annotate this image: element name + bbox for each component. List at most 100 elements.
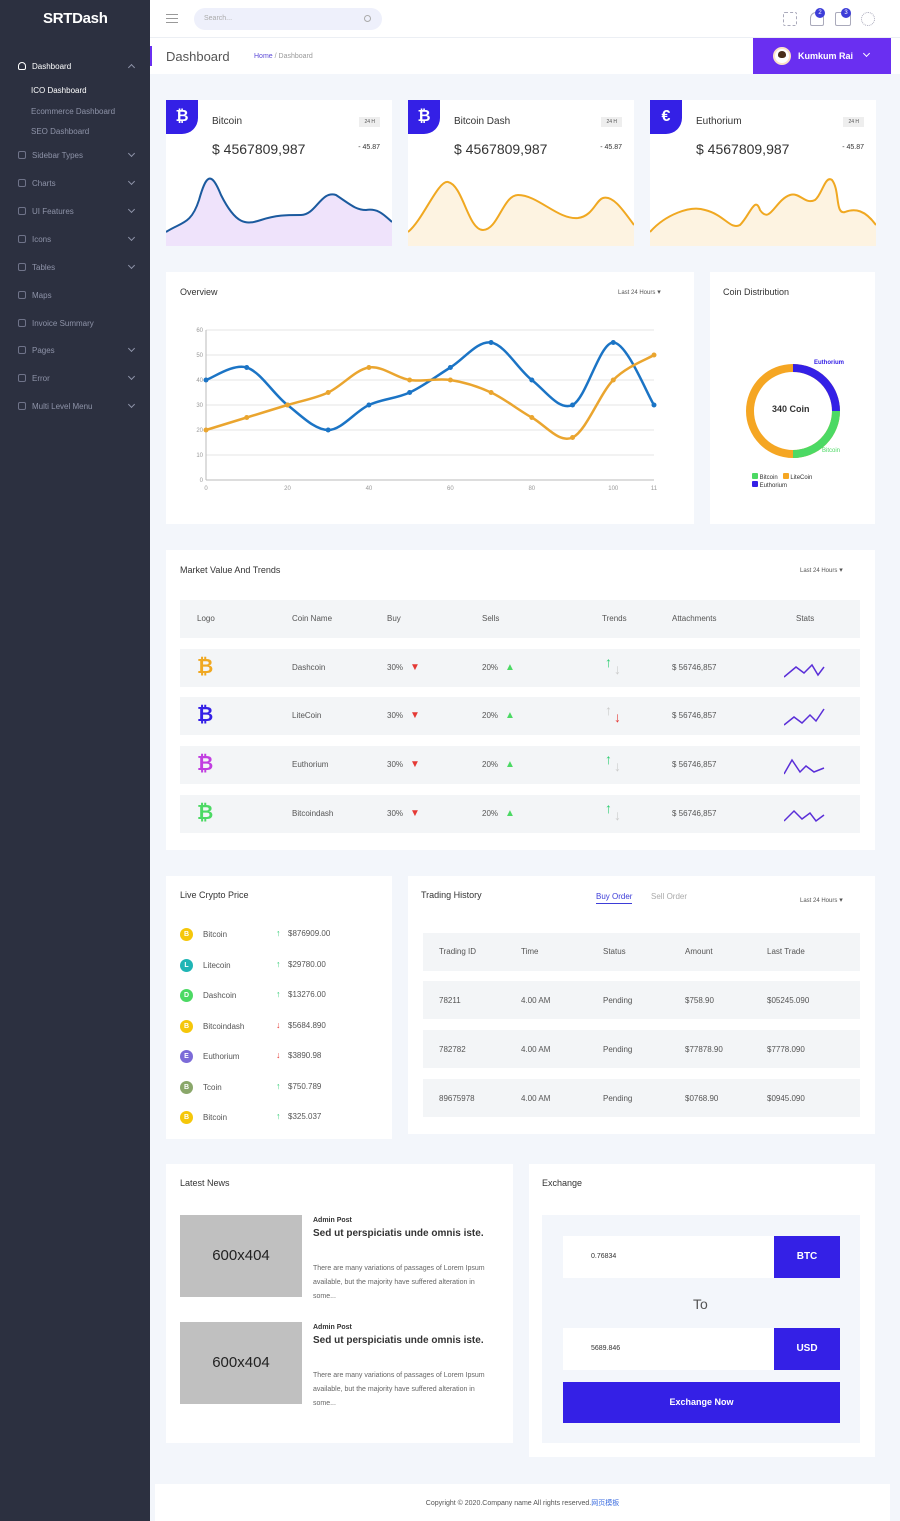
coin-name: Euthorium [203, 1052, 240, 1061]
table-row[interactable]: 78211 4.00 AM Pending $758.90 $05245.090 [423, 981, 860, 1019]
live-price-item[interactable]: D Dashcoin ↑ $13276.00 [166, 989, 392, 1009]
up-triangle-icon: ▲ [505, 808, 515, 819]
market-period-select[interactable]: Last 24 Hours [800, 566, 843, 574]
search-icon[interactable] [364, 15, 371, 22]
coin-name: Bitcoin Dash [454, 116, 511, 127]
live-price-item[interactable]: B Bitcoindash ↓ $5684.890 [166, 1019, 392, 1040]
breadcrumb-home[interactable]: Home [254, 53, 273, 60]
footer-link[interactable]: 网页模板 [591, 1500, 620, 1507]
exchange-now-button[interactable]: Exchange Now [563, 1382, 840, 1423]
sidebar-item-tables[interactable]: Tables [0, 257, 150, 277]
sidebar-item-dashboard[interactable]: Dashboard [0, 56, 150, 76]
stats-sparkline [784, 663, 825, 678]
table-row[interactable]: 89675978 4.00 AM Pending $0768.90 $0945.090 [423, 1079, 860, 1117]
table-row[interactable]: ₿ Dashcoin 30% ▼ 20% ▲ ↑ ↓ $ 56746,857 [180, 649, 860, 687]
exchange-title: Exchange [542, 1178, 583, 1188]
tab-sell-order[interactable]: Sell Order [651, 892, 688, 901]
live-price-item[interactable]: B Bitcoin ↑ $325.037 [166, 1111, 392, 1131]
news-image[interactable]: 600x404 [180, 1322, 302, 1404]
legend-label: Bitcoin [759, 475, 778, 481]
pie-chart-icon [18, 179, 26, 187]
donut-chart [746, 364, 840, 458]
sidebar-item-ui-features[interactable]: UI Features [0, 201, 150, 221]
col-trends: Trends [602, 614, 627, 623]
news-headline[interactable]: Sed ut perspiciatis unde omnis iste. [313, 1228, 484, 1239]
y-tick-label: 20 [196, 428, 203, 434]
live-price-item[interactable]: B Bitcoin ↑ $876909.00 [166, 928, 392, 948]
data-point [651, 352, 657, 358]
sidebar-item-label: Charts [32, 178, 56, 188]
table-row[interactable]: ₿ Bitcoindash 30% ▼ 20% ▲ ↑ ↓ $ 56746,857 [180, 795, 860, 833]
trading-period-select[interactable]: Last 24 Hours [800, 896, 843, 904]
news-author: Admin Post [313, 1324, 352, 1331]
sidebar-subitem-seo-dashboard[interactable]: SEO Dashboard [31, 127, 90, 136]
chevron-down-icon [127, 400, 136, 409]
live-price-item[interactable]: E Euthorium ↓ $3890.98 [166, 1050, 392, 1070]
notification-badge: 2 [815, 8, 825, 18]
gear-icon[interactable] [861, 12, 875, 26]
sidebar-item-sidebar-types[interactable]: Sidebar Types [0, 145, 150, 165]
sidebar-item-label: Error [32, 373, 50, 383]
coin-price: $13276.00 [288, 990, 326, 999]
col-amount: Amount [685, 947, 713, 956]
table-row[interactable]: ₿ Euthorium 30% ▼ 20% ▲ ↑ ↓ $ 56746,857 [180, 746, 860, 784]
sidebar-item-pages[interactable]: Pages [0, 340, 150, 360]
cell-buy: 30% [387, 809, 404, 818]
sidebar-item-charts[interactable]: Charts [0, 173, 150, 193]
overview-period-select[interactable]: Last 24 Hours [618, 288, 661, 296]
news-headline[interactable]: Sed ut perspiciatis unde omnis iste. [313, 1335, 484, 1346]
coin-price: $5684.890 [288, 1020, 326, 1030]
cell-coin: Bitcoindash [292, 809, 334, 818]
chevron-down-icon [127, 149, 136, 158]
table-cell: Pending [603, 1094, 633, 1103]
coin-name: Tcoin [203, 1082, 222, 1092]
coin-icon: L [180, 958, 193, 972]
search-input[interactable]: Search... [194, 8, 382, 30]
coin-name: Bitcoindash [203, 1021, 245, 1031]
app-logo[interactable]: SRTDash [43, 10, 108, 27]
to-amount-input[interactable]: 5689.846 [563, 1328, 774, 1370]
arrow-up-icon: ↑ [276, 1080, 281, 1091]
user-menu-button[interactable]: Kumkum Rai [753, 38, 891, 74]
coin-name: Bitcoin [203, 1113, 228, 1122]
cell-sells: 20% [482, 711, 499, 720]
donut-center-label: 340 Coin [772, 404, 810, 414]
coin-icon: D [180, 989, 193, 1002]
data-point [284, 402, 290, 408]
hamburger-menu-icon[interactable] [166, 14, 178, 23]
fullscreen-icon[interactable] [783, 12, 797, 26]
data-point [203, 377, 209, 383]
from-currency-select[interactable]: BTC [774, 1236, 840, 1278]
news-image[interactable]: 600x404 [180, 1215, 302, 1297]
from-amount-input[interactable]: 0.76834 [563, 1236, 774, 1278]
coin-icon: B [180, 1080, 193, 1094]
data-point [488, 340, 494, 345]
down-triangle-icon: ▼ [410, 808, 420, 819]
table-cell: 78211 [439, 996, 461, 1005]
tab-buy-order[interactable]: Buy Order [596, 892, 633, 904]
data-point [488, 390, 494, 395]
table-row[interactable]: 782782 4.00 AM Pending $77878.90 $7778.090 [423, 1030, 860, 1068]
bitcoin-icon: ₿ [197, 704, 214, 726]
live-price-item[interactable]: B Tcoin ↑ $750.789 [166, 1080, 392, 1101]
sidebar-item-maps[interactable]: Maps [0, 285, 150, 305]
layout-icon [18, 151, 26, 159]
up-triangle-icon: ▲ [505, 662, 515, 673]
sidebar-item-icons[interactable]: Icons [0, 229, 150, 249]
down-triangle-icon: ▼ [410, 759, 420, 770]
sidebar-item-multi-level-menu[interactable]: Multi Level Menu [0, 396, 150, 416]
invoice-icon [18, 319, 26, 327]
to-currency-select[interactable]: USD [774, 1328, 840, 1370]
page-title: Dashboard [166, 49, 230, 64]
sidebar-item-invoice-summary[interactable]: Invoice Summary [0, 313, 150, 333]
sidebar-subitem-ico-dashboard[interactable]: ICO Dashboard [31, 86, 87, 95]
coin-card-euthorium: € Euthorium 24 H $ 4567809,987 - 45.87 [650, 100, 876, 246]
coin-price: $325.037 [288, 1112, 322, 1121]
data-point [325, 427, 331, 433]
sidebar-item-error[interactable]: Error [0, 368, 150, 388]
overview-line-chart: 0 10 20 30 40 50 60 0 20 40 60 80 100 11 [196, 328, 657, 492]
donut-label-bitcoin: Bitcoin [822, 448, 841, 454]
live-price-item[interactable]: L Litecoin ↑ $29780.00 [166, 958, 392, 979]
table-row[interactable]: ₿ LiteCoin 30% ▼ 20% ▲ ↑ ↓ $ 56746,857 [180, 697, 860, 735]
sidebar-subitem-ecommerce-dashboard[interactable]: Ecommerce Dashboard [31, 107, 116, 116]
